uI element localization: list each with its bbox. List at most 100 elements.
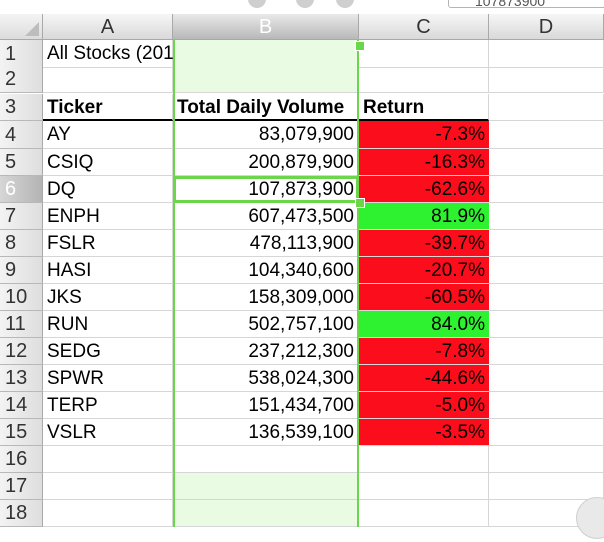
ticker-cell[interactable]: SPWR (43, 365, 173, 392)
cell-d3[interactable] (489, 94, 604, 121)
row-header-18[interactable]: 18 (0, 500, 43, 527)
header-ticker[interactable]: Ticker (43, 94, 173, 121)
return-cell[interactable]: -39.7% (359, 230, 489, 257)
return-cell[interactable]: -44.6% (359, 365, 489, 392)
cell-d17[interactable] (489, 473, 604, 500)
formula-bar-input[interactable]: 107873900 (448, 0, 604, 8)
cell-d2[interactable] (489, 66, 604, 93)
volume-cell[interactable]: 158,309,000 (173, 284, 359, 311)
cell-a16[interactable] (43, 446, 173, 473)
row-header-1[interactable]: 1 (0, 40, 43, 68)
toolbar-button-icon[interactable] (248, 0, 266, 8)
return-cell[interactable]: -60.5% (359, 284, 489, 311)
volume-cell[interactable]: 104,340,600 (173, 257, 359, 284)
selection-handle[interactable] (355, 41, 365, 51)
cell-d6[interactable] (489, 176, 604, 203)
cell-d16[interactable] (489, 446, 604, 473)
volume-cell[interactable]: 607,473,500 (173, 203, 359, 230)
volume-cell[interactable]: 237,212,300 (173, 338, 359, 365)
cell-d13[interactable] (489, 365, 604, 392)
ticker-cell[interactable]: TERP (43, 392, 173, 419)
cell-b16[interactable] (173, 446, 359, 473)
cell-c2[interactable] (359, 66, 489, 93)
return-cell[interactable]: -62.6% (359, 176, 489, 203)
cell-d10[interactable] (489, 284, 604, 311)
row-header-16[interactable]: 16 (0, 446, 43, 473)
volume-cell[interactable]: 83,079,900 (173, 121, 359, 149)
cell-b2[interactable] (173, 66, 359, 93)
toolbar-button-icon[interactable] (296, 0, 314, 8)
return-cell[interactable]: -16.3% (359, 149, 489, 176)
row-header-10[interactable]: 10 (0, 284, 43, 311)
ticker-cell[interactable]: RUN (43, 311, 173, 338)
row-header-3[interactable]: 3 (0, 94, 43, 121)
cell-c1[interactable] (359, 40, 489, 68)
row-header-14[interactable]: 14 (0, 392, 43, 419)
return-cell[interactable]: -7.8% (359, 338, 489, 365)
column-header-c[interactable]: C (359, 14, 489, 40)
sheet-title[interactable]: All Stocks (2018) (43, 40, 191, 68)
cell-d5[interactable] (489, 149, 604, 176)
column-header-b[interactable]: B (173, 14, 359, 40)
row-header-7[interactable]: 7 (0, 203, 43, 230)
return-cell[interactable]: -3.5% (359, 419, 489, 446)
header-return[interactable]: Return (359, 94, 489, 121)
ticker-cell[interactable]: VSLR (43, 419, 173, 446)
return-cell[interactable]: -5.0% (359, 392, 489, 419)
cell-b18[interactable] (173, 500, 359, 527)
row-header-8[interactable]: 8 (0, 230, 43, 257)
row-header-4[interactable]: 4 (0, 121, 43, 149)
ticker-cell[interactable]: JKS (43, 284, 173, 311)
cell-d1[interactable] (489, 40, 604, 68)
cell-d12[interactable] (489, 338, 604, 365)
cell-d8[interactable] (489, 230, 604, 257)
cell-a17[interactable] (43, 473, 173, 500)
volume-cell[interactable]: 136,539,100 (173, 419, 359, 446)
return-cell[interactable]: -20.7% (359, 257, 489, 284)
ticker-cell[interactable]: SEDG (43, 338, 173, 365)
volume-cell[interactable]: 478,113,900 (173, 230, 359, 257)
volume-cell[interactable]: 200,879,900 (173, 149, 359, 176)
return-cell[interactable]: 81.9% (359, 203, 489, 230)
cell-c18[interactable] (359, 500, 489, 527)
cell-d9[interactable] (489, 257, 604, 284)
column-header-a[interactable]: A (43, 14, 173, 40)
cell-d4[interactable] (489, 121, 604, 149)
ticker-cell[interactable]: ENPH (43, 203, 173, 230)
cell-a2[interactable] (43, 66, 173, 93)
ticker-cell[interactable]: CSIQ (43, 149, 173, 176)
row-header-6[interactable]: 6 (0, 176, 43, 203)
cell-d14[interactable] (489, 392, 604, 419)
row-header-2[interactable]: 2 (0, 66, 43, 93)
row-header-12[interactable]: 12 (0, 338, 43, 365)
row-header-13[interactable]: 13 (0, 365, 43, 392)
toolbar-button-icon[interactable] (336, 0, 354, 8)
volume-cell[interactable]: 151,434,700 (173, 392, 359, 419)
ticker-cell[interactable]: FSLR (43, 230, 173, 257)
header-volume[interactable]: Total Daily Volume (173, 94, 359, 121)
return-cell[interactable]: -7.3% (359, 121, 489, 149)
volume-cell[interactable]: 107,873,900 (173, 176, 359, 203)
cell-c17[interactable] (359, 473, 489, 500)
row-header-15[interactable]: 15 (0, 419, 43, 446)
ticker-cell[interactable]: AY (43, 121, 173, 149)
cell-d15[interactable] (489, 419, 604, 446)
select-all-corner[interactable] (0, 14, 43, 40)
ticker-cell[interactable]: DQ (43, 176, 173, 203)
row-header-5[interactable]: 5 (0, 149, 43, 176)
cell-b1[interactable] (173, 40, 359, 68)
cell-a18[interactable] (43, 500, 173, 527)
row-header-17[interactable]: 17 (0, 473, 43, 500)
volume-cell[interactable]: 538,024,300 (173, 365, 359, 392)
volume-cell[interactable]: 502,757,100 (173, 311, 359, 338)
fill-handle[interactable] (355, 198, 365, 208)
cell-b17[interactable] (173, 473, 359, 500)
cell-c16[interactable] (359, 446, 489, 473)
row-header-11[interactable]: 11 (0, 311, 43, 338)
return-cell[interactable]: 84.0% (359, 311, 489, 338)
cell-d11[interactable] (489, 311, 604, 338)
ticker-cell[interactable]: HASI (43, 257, 173, 284)
cell-d7[interactable] (489, 203, 604, 230)
row-header-9[interactable]: 9 (0, 257, 43, 284)
column-header-d[interactable]: D (489, 14, 604, 40)
